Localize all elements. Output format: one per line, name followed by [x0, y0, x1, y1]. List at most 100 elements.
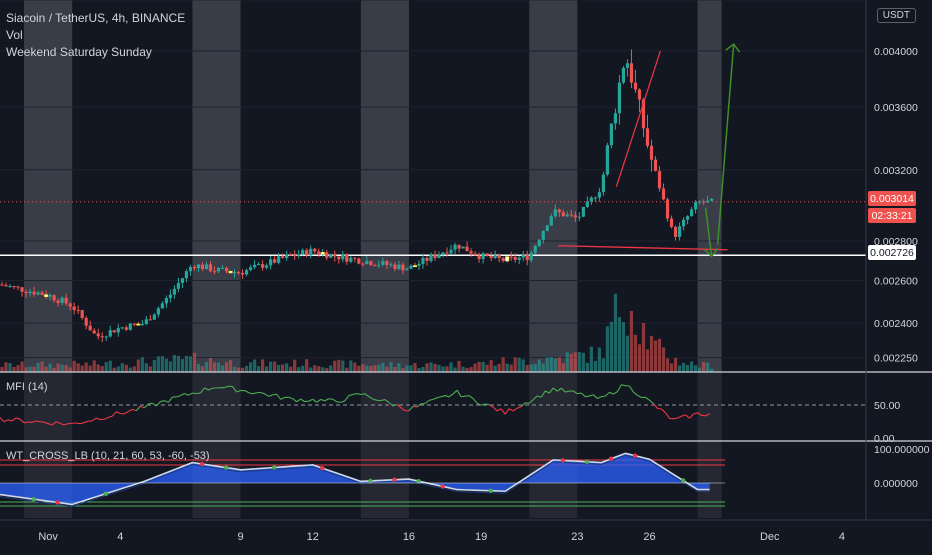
mfi-seg — [20, 419, 24, 423]
candle-body-26 — [105, 336, 108, 337]
candle-body-31 — [125, 327, 128, 329]
mfi-seg — [609, 392, 613, 394]
mfi-seg — [112, 412, 116, 416]
candle-body-169 — [678, 226, 681, 237]
candle-body-43 — [173, 289, 176, 295]
wt-cross-dot-3 — [200, 462, 204, 466]
volume-bar-86 — [345, 368, 348, 372]
mfi-seg — [629, 386, 633, 392]
candle-body-104 — [417, 264, 420, 266]
candle-body-153 — [614, 113, 617, 123]
candle-body-152 — [610, 124, 613, 146]
volume-bar-159 — [638, 344, 641, 372]
candle-body-79 — [317, 251, 320, 254]
candle-body-20 — [81, 310, 84, 318]
mfi-seg — [517, 407, 521, 409]
candle-body-93 — [373, 265, 376, 266]
currency-button[interactable]: USDT — [877, 8, 916, 23]
volume-bar-9 — [36, 363, 39, 372]
candle-body-59 — [237, 272, 240, 273]
candle-body-144 — [578, 217, 581, 218]
mfi-seg — [325, 399, 329, 401]
candle-body-28 — [113, 330, 116, 332]
mfi-seg — [249, 393, 253, 394]
time-tick-1: 4 — [117, 531, 123, 543]
volume-bar-66 — [265, 367, 268, 372]
candle-body-105 — [421, 258, 424, 264]
time-tick-4: 16 — [403, 531, 415, 543]
volume-bar-105 — [421, 367, 424, 372]
mfi-seg — [277, 394, 281, 399]
time-tick-5: 19 — [475, 531, 487, 543]
volume-bar-63 — [253, 359, 256, 372]
volume-bar-101 — [405, 366, 408, 372]
volume-bar-131 — [526, 365, 529, 372]
volume-bar-99 — [397, 363, 400, 372]
candle-body-15 — [61, 298, 64, 303]
mfi-seg — [8, 420, 12, 421]
mfi-seg — [261, 392, 265, 393]
mfi-seg — [465, 396, 469, 397]
candle-body-139 — [558, 209, 561, 212]
volume-bar-68 — [273, 362, 276, 372]
candle-body-21 — [85, 318, 88, 326]
mfi-seg — [329, 399, 333, 400]
mfi-seg — [437, 397, 441, 398]
mfi-seg — [281, 397, 285, 399]
volume-bar-16 — [65, 365, 68, 372]
wt-cross-dot-11 — [489, 489, 493, 493]
candle-body-78 — [313, 249, 316, 252]
volume-bar-61 — [245, 366, 248, 372]
price-tick-1: 0.004000 — [874, 46, 918, 58]
vol-indicator-label[interactable]: Vol — [6, 27, 185, 44]
mfi-seg — [0, 418, 4, 422]
volume-bar-26 — [105, 362, 108, 372]
candle-body-131 — [526, 255, 529, 260]
candle-body-44 — [177, 283, 180, 289]
volume-bar-111 — [445, 366, 448, 372]
mfi-seg — [317, 399, 321, 402]
candle-body-40 — [161, 303, 164, 308]
mfi-label[interactable]: MFI (14) — [6, 381, 48, 393]
volume-bar-4 — [16, 365, 19, 372]
candle-body-42 — [169, 295, 172, 298]
volume-bar-46 — [185, 356, 188, 372]
candle-body-19 — [77, 310, 80, 311]
candle-body-51 — [205, 264, 208, 269]
price-tick-7: 0.002250 — [874, 353, 918, 365]
volume-bar-167 — [670, 363, 673, 372]
mfi-seg — [341, 401, 345, 402]
candle-body-30 — [121, 327, 124, 328]
candle-body-66 — [265, 265, 268, 267]
wt-cross-dot-13 — [585, 460, 589, 464]
mfi-seg — [188, 393, 192, 395]
volume-bar-17 — [69, 367, 72, 372]
candle-body-129 — [518, 258, 521, 260]
wt-cross-dot-14 — [609, 457, 613, 461]
wt-label[interactable]: WT_CROSS_LB (10, 21, 60, 53, -60, -53) — [6, 450, 210, 462]
candle-body-158 — [634, 83, 637, 90]
candle-body-134 — [538, 240, 541, 246]
symbol-title[interactable]: Siacoin / TetherUS, 4h, BINANCE — [6, 10, 185, 27]
mfi-seg — [40, 422, 44, 423]
time-tick-6: 23 — [571, 531, 583, 543]
candle-body-32 — [129, 324, 132, 330]
wt-cross-dot-1 — [56, 500, 60, 504]
candle-body-88 — [353, 258, 356, 259]
volume-bar-149 — [598, 348, 601, 372]
weekend-indicator-label[interactable]: Weekend Saturday Sunday — [6, 44, 185, 61]
candle-body-163 — [654, 160, 657, 171]
candle-body-154 — [618, 83, 621, 114]
mfi-seg — [265, 394, 269, 397]
volume-bar-15 — [61, 365, 64, 372]
mfi-seg — [433, 398, 437, 400]
candle-body-61 — [245, 270, 248, 274]
volume-bar-162 — [650, 336, 653, 372]
candle-body-141 — [566, 215, 569, 217]
mfi-seg — [353, 394, 357, 395]
candle-body-157 — [630, 63, 633, 82]
mfi-seg — [694, 413, 698, 414]
volume-bar-172 — [690, 362, 693, 372]
